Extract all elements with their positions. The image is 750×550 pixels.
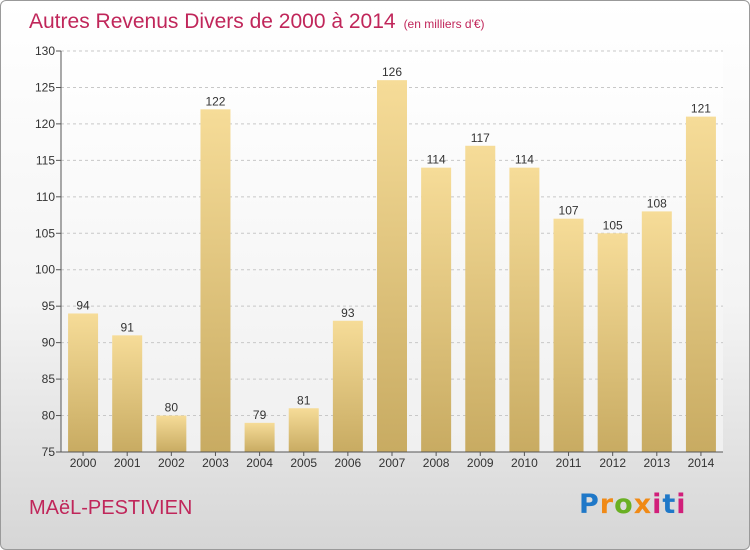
y-tick-label: 85	[42, 372, 56, 386]
bar-value-label: 117	[471, 131, 490, 145]
bar	[685, 116, 716, 453]
y-tick-label: 100	[35, 263, 55, 277]
x-tick-label: 2002	[158, 456, 185, 470]
bar	[553, 218, 584, 452]
bar	[509, 167, 540, 452]
y-tick-label: 75	[42, 445, 56, 459]
bar-value-label: 80	[165, 401, 179, 415]
x-tick-label: 2004	[246, 456, 273, 470]
x-tick-label: 2009	[467, 456, 494, 470]
y-tick-label: 110	[36, 190, 55, 204]
y-tick-label: 130	[35, 44, 55, 58]
bar-value-label: 105	[603, 218, 623, 232]
bar-value-label: 114	[427, 153, 446, 167]
x-tick-label: 2011	[556, 456, 582, 470]
bar-value-label: 91	[121, 320, 135, 334]
bar	[156, 415, 187, 452]
y-tick-label: 80	[42, 409, 56, 423]
bar	[332, 320, 363, 452]
logo-letter: o	[614, 489, 634, 520]
bar-value-label: 93	[341, 306, 355, 320]
title-unit: (en milliers d'€)	[403, 17, 485, 31]
y-tick-label: 95	[42, 299, 56, 313]
bar	[377, 80, 407, 452]
bar	[68, 313, 99, 452]
bar-value-label: 79	[253, 408, 267, 422]
x-tick-label: 2007	[379, 456, 406, 470]
y-tick-label: 105	[35, 226, 55, 240]
bar	[421, 167, 452, 452]
bar-value-label: 107	[559, 204, 579, 218]
chart-title: Autres Revenus Divers de 2000 à 2014 (en …	[29, 10, 485, 34]
bar	[288, 408, 319, 452]
x-tick-label: 2003	[202, 456, 229, 470]
y-tick-label: 115	[36, 153, 55, 167]
y-tick-label: 125	[35, 80, 55, 94]
x-tick-label: 2005	[290, 456, 317, 470]
bar	[112, 335, 143, 452]
logo-letter: x	[633, 489, 653, 520]
bar-value-label: 108	[647, 196, 667, 210]
logo-letter: t	[662, 489, 677, 520]
logo-letter: P	[579, 489, 600, 520]
bar-value-label: 94	[76, 298, 90, 312]
bar	[641, 211, 672, 452]
proxiti-logo: Proxiti	[579, 489, 687, 520]
bar-value-label: 81	[297, 393, 311, 407]
logo-letter: i	[676, 489, 687, 520]
y-tick-label: 90	[42, 336, 56, 350]
commune-name: MAëL-PESTIVIEN	[29, 497, 193, 519]
x-tick-label: 2000	[70, 456, 97, 470]
x-tick-label: 2012	[599, 456, 626, 470]
bar	[597, 233, 628, 452]
bar	[465, 145, 496, 453]
x-tick-label: 2010	[511, 456, 538, 470]
x-tick-label: 2014	[688, 456, 715, 470]
bar-value-label: 126	[382, 65, 402, 79]
bar-value-label: 121	[691, 102, 711, 116]
bar	[244, 422, 275, 452]
x-tick-label: 2001	[114, 456, 141, 470]
x-tick-label: 2006	[335, 456, 362, 470]
x-tick-label: 2008	[423, 456, 450, 470]
bar-value-label: 122	[205, 94, 225, 108]
y-tick-label: 120	[35, 117, 55, 131]
logo-letter: i	[652, 489, 663, 520]
bar	[200, 109, 231, 452]
logo-letter: r	[599, 489, 615, 520]
title-text: Autres Revenus Divers de 2000 à 2014	[29, 10, 396, 33]
bar-value-label: 114	[515, 153, 534, 167]
x-tick-label: 2013	[643, 456, 670, 470]
